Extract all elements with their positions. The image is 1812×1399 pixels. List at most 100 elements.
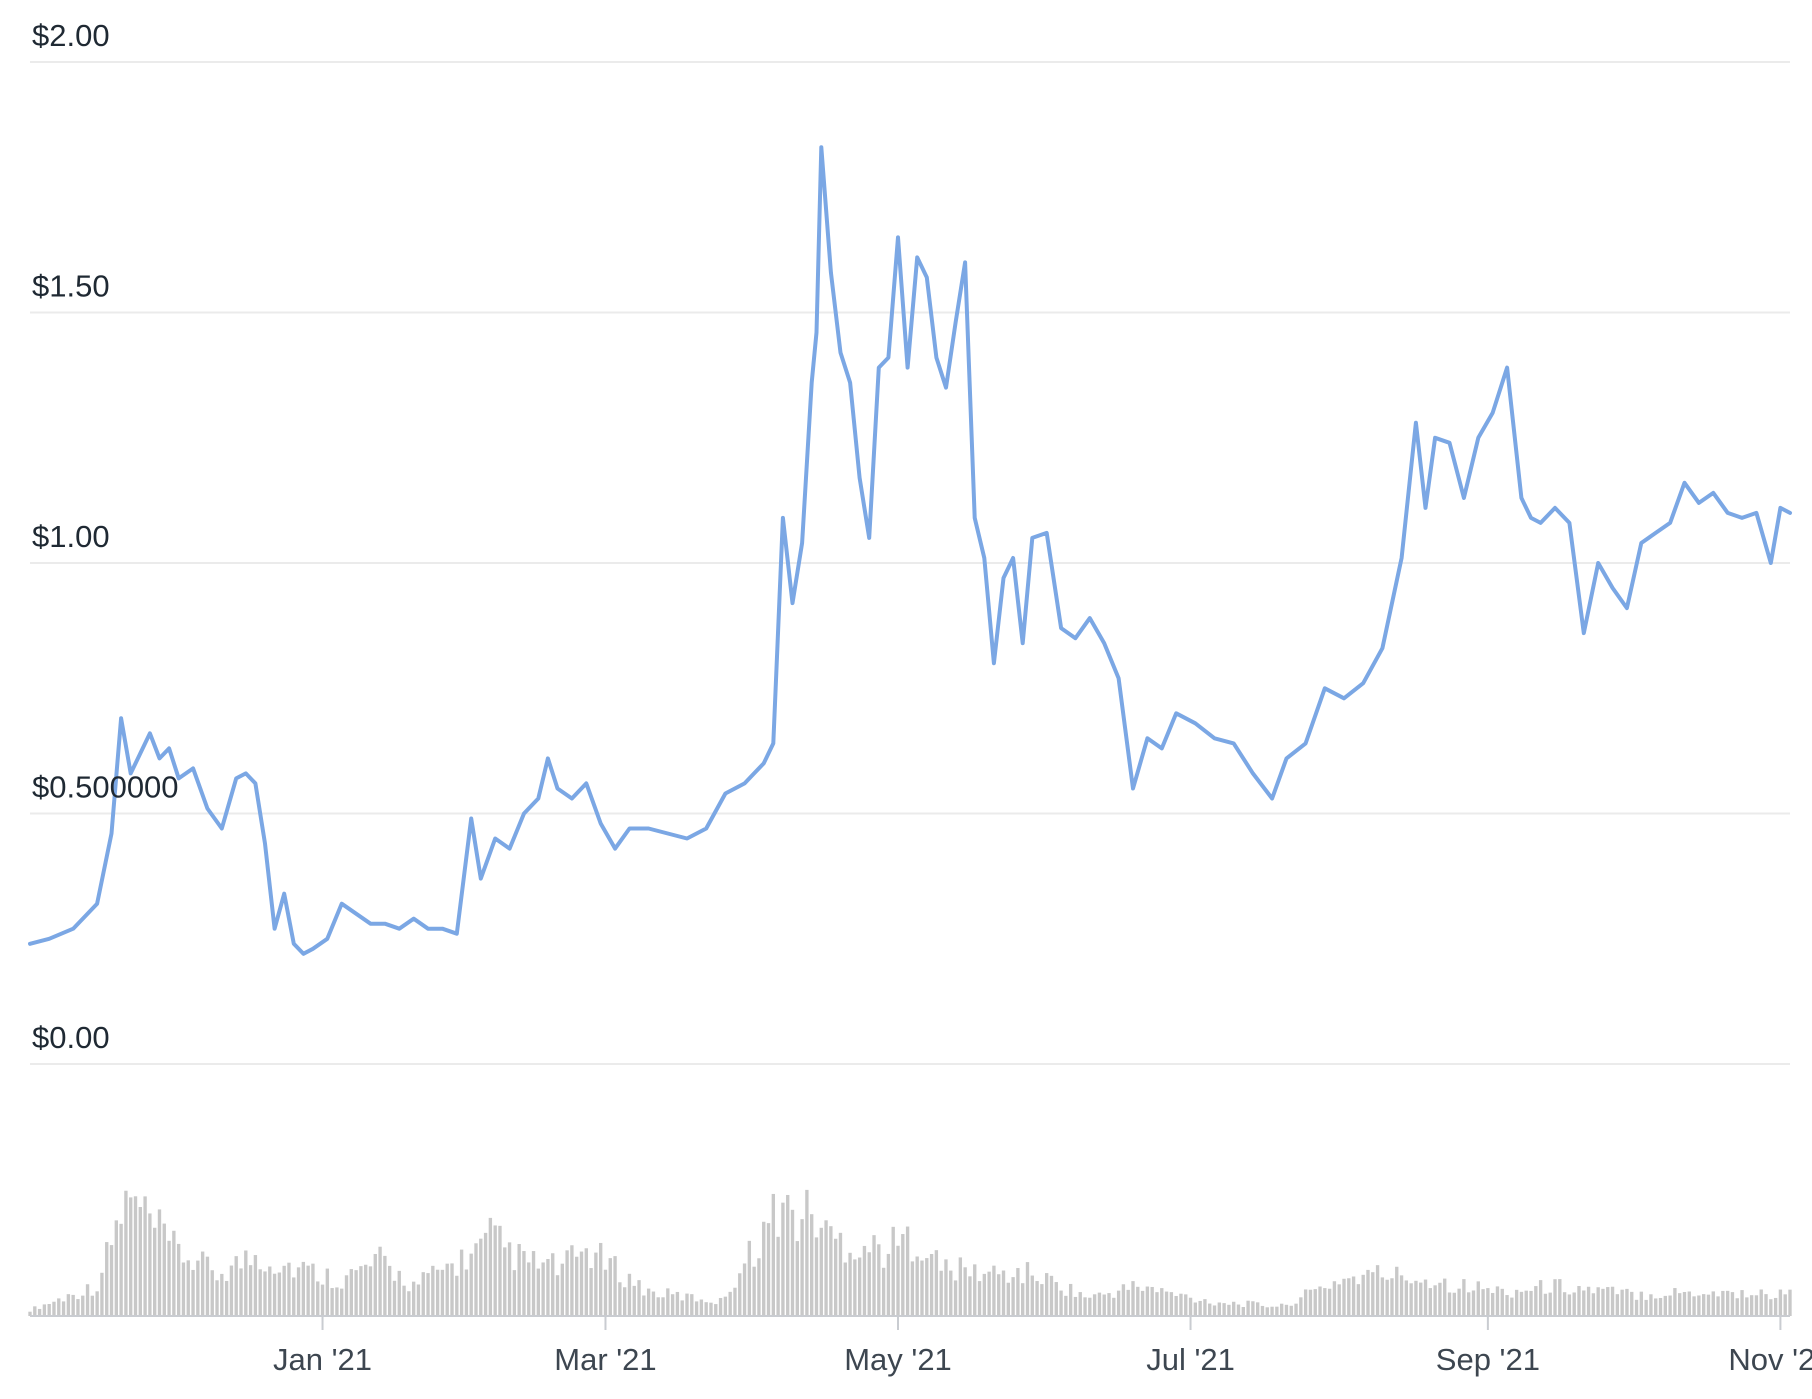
- volume-bar: [1419, 1282, 1423, 1316]
- volume-bar: [1102, 1294, 1106, 1316]
- volume-bar: [1270, 1306, 1274, 1316]
- volume-bar: [1049, 1275, 1054, 1316]
- volume-bar: [1543, 1293, 1548, 1316]
- volume-bar: [805, 1189, 809, 1316]
- volume-bar: [253, 1255, 258, 1316]
- volume-bar: [1299, 1297, 1303, 1316]
- volume-bar: [1443, 1278, 1447, 1316]
- volume-bar: [786, 1194, 790, 1316]
- volume-bar: [1735, 1298, 1739, 1316]
- volume-bar: [450, 1263, 454, 1316]
- volume-bar: [853, 1259, 857, 1316]
- volume-bar: [248, 1265, 253, 1316]
- volume-bar: [733, 1287, 737, 1316]
- volume-bar: [1275, 1306, 1279, 1316]
- volume-bar: [666, 1288, 670, 1316]
- volume-bar: [1773, 1297, 1778, 1316]
- volume-bar: [1155, 1292, 1159, 1316]
- volume-bar: [493, 1225, 497, 1316]
- volume-bar: [52, 1301, 56, 1316]
- volume-bar: [1630, 1291, 1634, 1316]
- volume-bar: [690, 1294, 694, 1316]
- volume-bar: [857, 1257, 862, 1316]
- gridlines: [30, 61, 1790, 1065]
- x-tick-label: Sep '21: [1436, 1342, 1540, 1377]
- volume-bar: [1730, 1292, 1735, 1316]
- volume-bar: [824, 1220, 828, 1316]
- volume-bar: [1481, 1289, 1485, 1316]
- volume-bar: [1452, 1292, 1456, 1316]
- price-series: [28, 145, 1792, 956]
- volume-bar: [1634, 1299, 1639, 1316]
- volume-bar: [685, 1293, 689, 1316]
- volume-bar: [1116, 1290, 1121, 1316]
- volume-bar: [368, 1266, 373, 1316]
- volume-bar: [1678, 1293, 1682, 1316]
- volume-bar: [1663, 1295, 1667, 1316]
- volume-bar: [1476, 1281, 1480, 1316]
- volume-bar: [1654, 1298, 1658, 1316]
- volume-bar: [1251, 1301, 1255, 1316]
- volume-bar: [613, 1256, 617, 1316]
- volume-bar: [1044, 1273, 1049, 1316]
- y-tick-label: $0.500000: [32, 770, 179, 805]
- volume-bar: [1562, 1292, 1567, 1316]
- volume-bar: [1534, 1286, 1538, 1316]
- volume-bar: [1121, 1284, 1126, 1316]
- volume-bar: [1596, 1287, 1600, 1316]
- volume-bar: [1639, 1291, 1644, 1316]
- volume-bar: [1323, 1288, 1327, 1316]
- volume-bar: [723, 1296, 728, 1316]
- volume-bar: [728, 1291, 732, 1316]
- volume-bar: [176, 1243, 181, 1316]
- volume-bar: [1284, 1304, 1289, 1316]
- volume-bar: [1193, 1302, 1198, 1316]
- volume-bar: [1486, 1288, 1490, 1316]
- volume-bar: [474, 1243, 478, 1316]
- volume-bar: [1208, 1303, 1212, 1316]
- volume-bar: [196, 1260, 200, 1316]
- volume-bar: [148, 1213, 152, 1316]
- volume-bar: [157, 1209, 162, 1316]
- volume-bar: [814, 1237, 819, 1316]
- volume-bar: [771, 1193, 776, 1316]
- volume-bar: [1682, 1291, 1687, 1316]
- volume-bar: [1582, 1290, 1586, 1316]
- volume-bar: [133, 1196, 138, 1316]
- y-tick-label: $2.00: [32, 18, 110, 53]
- volume-bar: [1059, 1290, 1063, 1316]
- volume-bar: [1188, 1297, 1193, 1316]
- volume-bar: [1423, 1279, 1428, 1316]
- volume-bar: [1001, 1270, 1006, 1316]
- volume-bar: [440, 1269, 445, 1316]
- volume-bar: [61, 1301, 66, 1316]
- volume-bar: [944, 1259, 948, 1316]
- volume-bar: [843, 1262, 847, 1316]
- volume-bar: [1519, 1291, 1524, 1316]
- volume-bar: [709, 1302, 713, 1316]
- volume-bar: [1030, 1275, 1034, 1316]
- volume-bar: [1644, 1299, 1648, 1316]
- volume-bar: [670, 1294, 675, 1316]
- volume-bar: [877, 1244, 881, 1316]
- volume-bar: [1078, 1292, 1082, 1316]
- volume-bar: [1625, 1288, 1629, 1316]
- volume-bar: [483, 1232, 488, 1316]
- volume-bar: [1697, 1295, 1701, 1316]
- volume-bar: [1064, 1295, 1068, 1316]
- volume-bar: [1740, 1290, 1744, 1316]
- volume-bar: [1265, 1307, 1269, 1316]
- volume-bar: [407, 1291, 411, 1316]
- volume-bar: [224, 1280, 229, 1316]
- volume-bar: [316, 1281, 320, 1316]
- volume-bar: [599, 1242, 603, 1316]
- volume-bar: [757, 1258, 761, 1316]
- volume-bar: [277, 1272, 282, 1316]
- volume-bar: [455, 1275, 459, 1316]
- volume-bar: [1184, 1294, 1188, 1316]
- volume-bar: [1505, 1295, 1509, 1316]
- volume-bar: [1246, 1300, 1250, 1316]
- x-tick-label: Jan '21: [273, 1342, 372, 1377]
- volume-bar: [37, 1308, 42, 1316]
- volume-bar: [1088, 1297, 1092, 1316]
